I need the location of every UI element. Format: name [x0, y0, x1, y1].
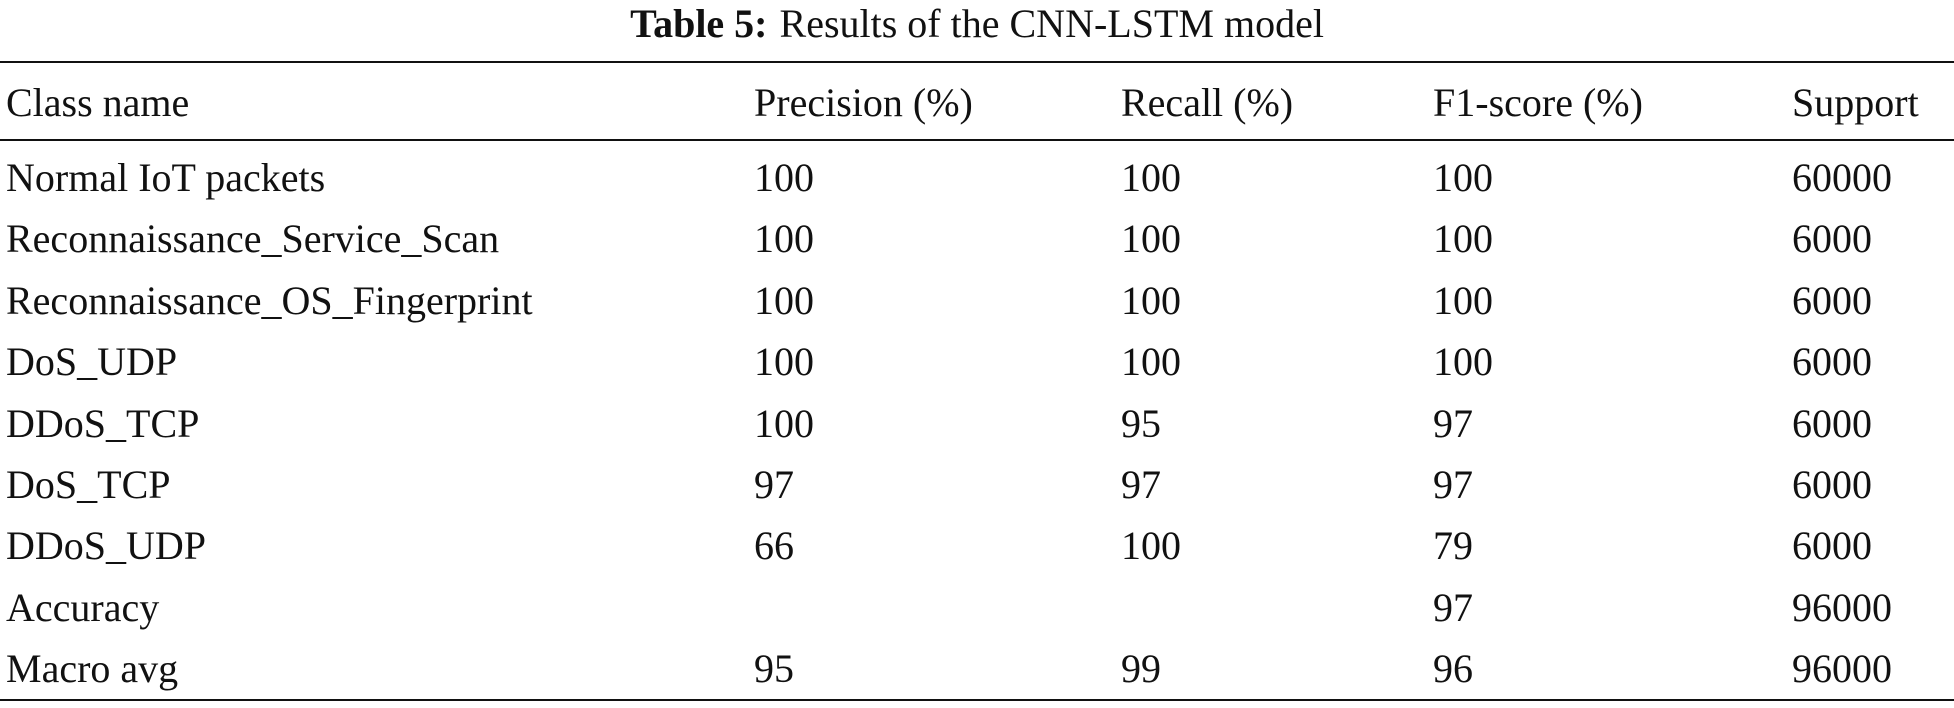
header-rule	[0, 139, 1954, 141]
table-cell: 100	[754, 216, 814, 262]
table-cell: 100	[1433, 155, 1493, 200]
caption-label: Table 5:	[630, 1, 768, 46]
row-label: DoS_TCP	[6, 462, 171, 507]
row-label: Accuracy	[6, 584, 160, 630]
table-cell: 97	[1433, 462, 1473, 507]
table-cell: 95	[754, 646, 794, 692]
bottom-rule	[0, 699, 1954, 701]
table-cell: 100	[1121, 155, 1181, 200]
top-rule	[0, 61, 1954, 63]
table-cell: 100	[1121, 339, 1181, 385]
row-label: Normal IoT packets	[6, 155, 326, 200]
row-label: Macro avg	[6, 646, 179, 692]
header-cell: Class name	[6, 80, 190, 125]
table-cell: 99	[1121, 646, 1161, 692]
table-cell: 97	[1121, 462, 1161, 507]
table-cell: 100	[1433, 339, 1493, 385]
table-cell: 66	[754, 523, 794, 569]
table-cell: 6000	[1792, 523, 1872, 569]
table-cell: 96000	[1792, 584, 1892, 630]
table-cell: 6000	[1792, 216, 1872, 262]
table-cell: 100	[754, 339, 814, 385]
row-label: Reconnaissance_Service_Scan	[6, 216, 500, 262]
table-cell: 6000	[1792, 462, 1872, 507]
table-cell: 100	[1433, 216, 1493, 262]
table-cell: 95	[1121, 400, 1161, 446]
table-caption: Table 5: Results of the CNN-LSTM model	[0, 2, 1954, 46]
table-cell: 6000	[1792, 277, 1872, 323]
table-cell: 100	[754, 400, 814, 446]
row-label: Reconnaissance_OS_Fingerprint	[6, 277, 533, 323]
header-cell: F1-score (%)	[1433, 80, 1643, 125]
table-cell: 97	[1433, 400, 1473, 446]
table-cell: 79	[1433, 523, 1473, 569]
table-cell: 100	[1121, 216, 1181, 262]
table-cell: 96	[1433, 646, 1473, 692]
header-cell: Precision (%)	[754, 80, 973, 125]
header-cell: Recall (%)	[1121, 80, 1294, 125]
table-cell: 100	[1121, 277, 1181, 323]
header-cell: Support	[1792, 80, 1919, 125]
table-cell: 6000	[1792, 339, 1872, 385]
table-cell: 100	[1121, 523, 1181, 569]
table-cell: 100	[754, 155, 814, 200]
table-cell: 6000	[1792, 400, 1872, 446]
row-label: DoS_UDP	[6, 339, 178, 385]
table-cell: 97	[754, 462, 794, 507]
table-cell: 100	[754, 277, 814, 323]
table-cell: 100	[1433, 277, 1493, 323]
row-label: DDoS_UDP	[6, 523, 207, 569]
table-cell: 97	[1433, 584, 1473, 630]
caption-text: Results of the CNN-LSTM model	[779, 1, 1324, 46]
table-cell: 60000	[1792, 155, 1892, 200]
row-label: DDoS_TCP	[6, 400, 200, 446]
table-cell: 96000	[1792, 646, 1892, 692]
